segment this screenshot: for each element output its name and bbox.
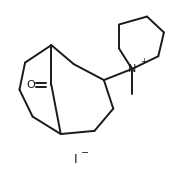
Text: +: + — [140, 56, 147, 65]
Text: N: N — [128, 64, 136, 74]
Text: O: O — [26, 80, 35, 90]
Text: I: I — [74, 153, 77, 166]
Text: −: − — [81, 148, 89, 158]
